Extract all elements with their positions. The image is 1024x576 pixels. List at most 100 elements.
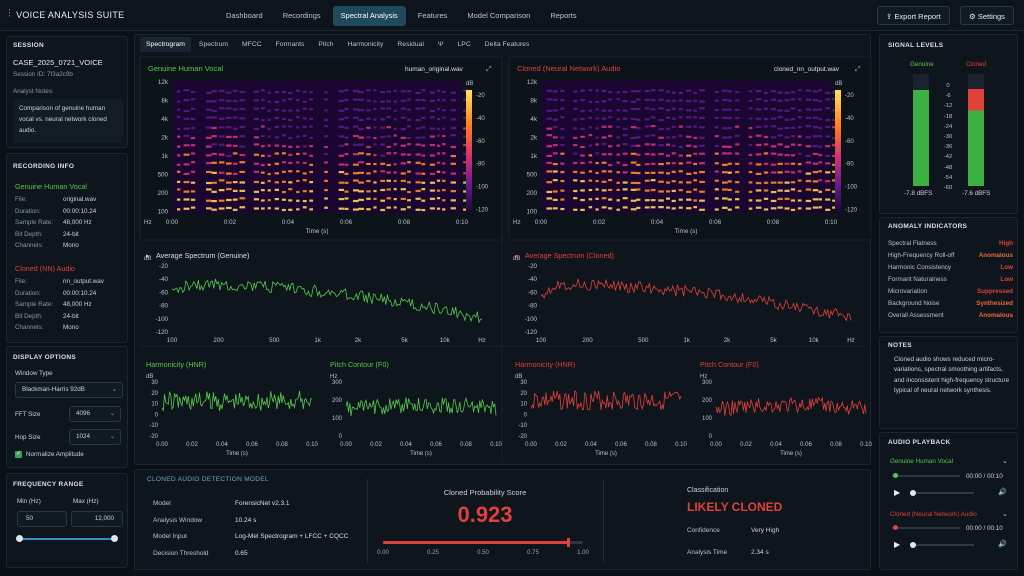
meter-scale-label: -36	[943, 144, 953, 151]
tab-3[interactable]: Formants	[275, 41, 305, 48]
nav-item-model-comparison[interactable]: Model Comparison	[467, 11, 531, 20]
info-row: Bit Depth: 24-bit	[15, 229, 96, 241]
model-row: Model Input Log-Mel Spectrogram + LFCC + …	[153, 529, 348, 546]
meter-scale-label: -48	[943, 164, 953, 171]
chevron-down-icon[interactable]: ⌄	[1002, 458, 1008, 465]
app-title: VOICE ANALYSIS SUITE	[16, 9, 125, 20]
info-value: 00:00:10.24	[63, 289, 97, 297]
tab-8[interactable]: LPC	[457, 41, 471, 48]
recording-info-title: RECORDING INFO	[13, 163, 75, 170]
play-icon[interactable]: ▶	[894, 488, 901, 497]
settings-button[interactable]: ⚙ Settings	[960, 6, 1014, 25]
cloned-dbfs: -7.6 dBFS	[962, 190, 991, 197]
info-value: Mono	[63, 242, 79, 249]
anomaly-status: Anomalous	[978, 312, 1013, 319]
score-value: 0.923	[457, 502, 513, 527]
anomaly-panel: ANOMALY INDICATORS Spectral Flatness High…	[879, 217, 1018, 333]
cloned-progress[interactable]	[910, 542, 974, 548]
genuine-progress-handle[interactable]	[910, 490, 917, 496]
nav-item-spectral-analysis[interactable]: Spectral Analysis	[332, 6, 406, 26]
divider	[367, 479, 368, 563]
playback-cloned-name: Cloned (Neural Network) Audio	[890, 511, 977, 518]
cloned-playhead[interactable]	[893, 525, 899, 530]
anomaly-name: High-Frequency Roll-off	[888, 252, 955, 259]
display-options-panel: DISPLAY OPTIONS Window Type Blackman-Har…	[6, 346, 128, 468]
anomaly-row: Overall Assessment Anomalous	[888, 310, 1013, 322]
window-type-select[interactable]: Blackman-Harris 92dB ⌄	[15, 382, 123, 398]
notes-title: NOTES	[888, 342, 912, 349]
tab-9[interactable]: Delta Features	[484, 41, 530, 48]
info-key: Duration:	[15, 289, 41, 297]
model-key: Model Input	[153, 533, 187, 540]
score-tick: 1.00	[577, 550, 589, 556]
play-icon[interactable]: ▶	[894, 540, 901, 549]
min-hz-input[interactable]: 50	[17, 511, 67, 527]
hop-size-label: Hop Size	[15, 434, 41, 441]
nav-item-features[interactable]: Features	[417, 11, 448, 20]
chevron-down-icon[interactable]: ⌄	[1002, 511, 1008, 518]
info-value: 00:00:10.24	[63, 207, 97, 215]
cloned-progress-handle[interactable]	[910, 542, 917, 548]
analysis-tabs: Spectrogram Spectrum MFCC Formants Pitch Harm…	[140, 37, 535, 52]
normalize-checkbox[interactable]: ✓ Normalize Amplitude	[15, 451, 84, 458]
score-bar-fill	[383, 541, 568, 544]
tab-0[interactable]: Spectrogram	[140, 37, 191, 52]
meter-scale-label: -30	[943, 134, 953, 140]
score-tick: 0.25	[427, 550, 439, 556]
info-key: File:	[15, 196, 27, 203]
genuine-playhead[interactable]	[893, 473, 899, 478]
tab-7[interactable]: Ψ	[437, 41, 444, 48]
max-hz-input[interactable]: 12,000	[71, 511, 123, 527]
frequency-range-slider[interactable]	[19, 538, 115, 540]
main-nav: Dashboard Recordings Spectral Analysis Feat…	[218, 6, 585, 26]
notes-panel: NOTES Cloned audio shows reduced micro-v…	[879, 336, 1018, 429]
volume-icon[interactable]: 🔊	[998, 541, 1007, 548]
window-type-label: Window Type	[15, 370, 53, 377]
tab-6[interactable]: Residual	[397, 41, 424, 48]
nav-item-reports[interactable]: Reports	[550, 11, 577, 20]
anomaly-row: Harmonic Consistency Low	[888, 262, 1013, 274]
genuine-info-list: File: original.wav Duration: 00:00:10.24 Sam…	[15, 194, 96, 252]
session-panel: SESSION CASE_2025_0721_VOICE Session ID:…	[6, 36, 128, 148]
model-info: Model ForensicNet v2.3.1 Analysis Window 10…	[153, 496, 348, 562]
meter-scale-label: -42	[943, 154, 953, 161]
tab-5[interactable]: Harmonicity	[347, 41, 384, 48]
case-name: CASE_2025_0721_VOICE	[13, 58, 103, 67]
genuine-progress[interactable]	[910, 490, 974, 496]
model-key: Analysis Window	[153, 516, 203, 524]
nav-item-dashboard[interactable]: Dashboard	[226, 11, 263, 20]
info-key: File:	[15, 278, 27, 285]
tab-4[interactable]: Pitch	[318, 41, 334, 48]
score-bar	[383, 538, 583, 547]
genuine-time: 00:00 / 00:10	[966, 473, 1003, 480]
meter-genuine	[913, 74, 929, 186]
range-max-handle[interactable]	[111, 535, 118, 542]
genuine-dbfs: -7.8 dBFS	[904, 190, 933, 197]
export-report-button[interactable]: ⇪ Export Report	[877, 6, 950, 25]
meter-scale-label: 0	[946, 83, 950, 89]
cloned-waveform-scrubber[interactable]	[892, 525, 960, 530]
nav-item-recordings[interactable]: Recordings	[282, 11, 321, 20]
tab-1[interactable]: Spectrum	[198, 41, 229, 48]
tab-2[interactable]: MFCC	[242, 41, 262, 48]
anomaly-row: Background Noise Synthesized	[888, 298, 1013, 310]
volume-icon[interactable]: 🔊	[998, 489, 1007, 496]
genuine-waveform-scrubber[interactable]	[892, 473, 960, 478]
model-key: Decision Threshold	[153, 549, 209, 557]
playback-genuine-name: Genuine Human Vocal	[890, 458, 954, 465]
check-icon: ✓	[15, 451, 22, 458]
playback-title: AUDIO PLAYBACK	[888, 439, 951, 446]
info-key: Duration:	[15, 207, 41, 215]
info-row: File: nn_output.wav	[15, 276, 104, 288]
analyst-notes[interactable]: Comparison of genuine human vocal vs. ne…	[13, 99, 123, 143]
range-min-handle[interactable]	[16, 535, 23, 542]
anomaly-status: Low	[1000, 276, 1013, 283]
score-label: Cloned Probability Score	[443, 488, 527, 497]
chevron-down-icon: ⌄	[109, 410, 115, 417]
classification-label: Classification	[687, 487, 729, 494]
hop-size-select[interactable]: 1024 ⌄	[69, 429, 121, 445]
analysis-time-value: 2.34 s	[751, 549, 769, 556]
fft-size-select[interactable]: 4096 ⌄	[69, 406, 121, 422]
audio-playback-panel: AUDIO PLAYBACK Genuine Human Vocal ⌄ 00:…	[879, 432, 1018, 570]
meter-scale-label: -54	[943, 174, 953, 181]
